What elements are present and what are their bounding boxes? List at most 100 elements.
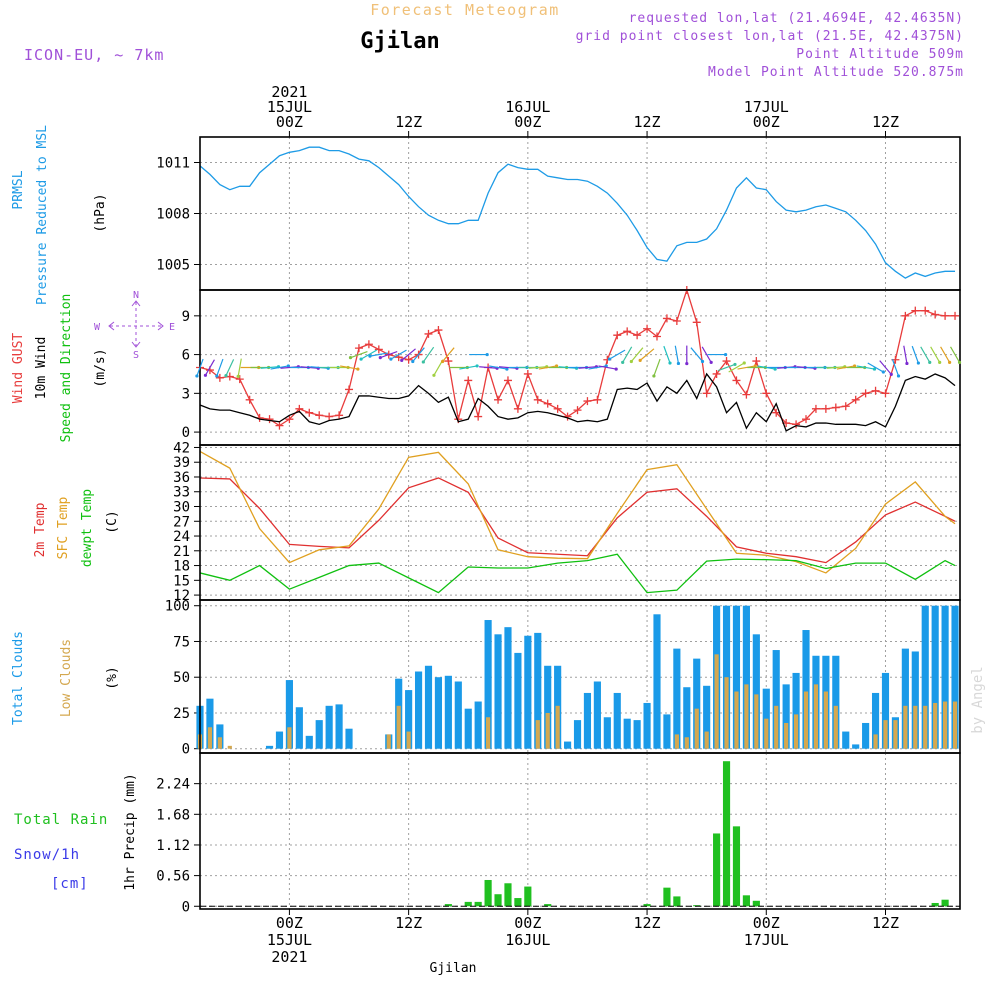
wind-arrow: [598, 365, 617, 370]
wind-arrow-head: [368, 354, 372, 358]
bar-total-clouds: [881, 672, 890, 749]
wind-arrow-head: [411, 359, 415, 364]
gust-point: [752, 357, 761, 366]
gust-point: [831, 403, 840, 412]
wind-arrow-head: [400, 358, 404, 362]
top-time-label: 12Z: [872, 113, 899, 131]
bar-total-clouds: [911, 651, 919, 749]
bar-low-clouds: [873, 734, 878, 749]
wind-arrow: [920, 346, 931, 363]
bar-low-clouds: [217, 737, 222, 749]
bar-total-rain: [713, 833, 721, 907]
wind-arrow-head: [700, 359, 705, 364]
chart-title: Gjilan: [360, 29, 439, 54]
wind-unit: (m/s): [93, 348, 108, 387]
bottom-time-label: 12Z: [395, 914, 422, 932]
gust-point: [881, 389, 890, 398]
chart-subtitle: Forecast Meteogram: [370, 1, 560, 19]
bar-total-clouds: [802, 630, 810, 749]
bar-low-clouds: [704, 731, 709, 749]
bottom-time-label: 12Z: [634, 914, 661, 932]
y-tick-label: 1008: [156, 207, 190, 223]
gust-point: [315, 411, 324, 420]
y-tick-label: 42: [173, 440, 190, 456]
bottom-time-label: 00Z: [753, 914, 780, 932]
gust-point: [543, 399, 552, 408]
gust-point: [444, 357, 453, 366]
gust-point: [265, 415, 274, 424]
bar-total-clouds: [405, 690, 413, 749]
gust-point: [573, 406, 582, 415]
wind-arrow: [826, 366, 845, 369]
series-line-prmsl: [199, 146, 956, 279]
bar-low-clouds: [406, 731, 411, 749]
bar-low-clouds: [784, 722, 789, 749]
y-tick-label: 0: [182, 899, 190, 915]
bar-total-clouds: [524, 635, 532, 749]
gust-point: [404, 355, 413, 364]
wind-arrow-head: [773, 367, 777, 371]
bar-total-clouds: [772, 650, 780, 749]
y-tick-label: 15: [173, 573, 190, 589]
bar-total-clouds: [921, 605, 929, 749]
wind-arrow-head: [668, 361, 672, 365]
wind-arrow-head: [485, 352, 489, 357]
wind-arrow: [903, 345, 908, 364]
wind-arrow: [940, 346, 951, 363]
bar-total-clouds: [842, 731, 850, 749]
wind-arrow: [412, 347, 425, 362]
gust-point: [951, 311, 960, 320]
bar-low-clouds: [287, 727, 292, 749]
bar-total-clouds: [345, 728, 353, 749]
gust-point: [464, 376, 473, 385]
wind-arrow-head: [753, 364, 757, 368]
pressure-label-2: Pressure Reduced to MSL: [35, 125, 50, 305]
bar-total-clouds: [862, 722, 870, 749]
y-tick-label: 2.24: [156, 777, 190, 793]
bar-total-rain: [544, 904, 552, 907]
wind-arrow: [622, 346, 633, 363]
y-tick-label: 12: [173, 588, 190, 604]
bar-low-clouds: [774, 705, 779, 749]
bar-total-clouds: [951, 605, 959, 749]
bar-total-rain: [941, 899, 949, 907]
gust-point: [503, 376, 512, 385]
bar-total-clouds: [931, 605, 939, 749]
gust-point: [553, 404, 562, 413]
wind-arrow: [879, 360, 892, 375]
wind-arrow: [836, 365, 855, 370]
wind-arrow: [479, 366, 498, 369]
gust-point: [941, 311, 950, 320]
bar-total-clouds: [544, 665, 552, 749]
wind-arrow-head: [853, 364, 857, 368]
bar-low-clouds: [694, 708, 699, 749]
wind-arrow-head: [389, 357, 393, 361]
wind-arrow: [639, 348, 655, 361]
bottom-time-label: 00Z: [514, 914, 541, 932]
gust-point: [921, 306, 930, 315]
bar-total-clouds: [792, 672, 800, 749]
gust-point: [692, 318, 701, 327]
bar-total-clouds: [484, 620, 492, 749]
bar-total-clouds: [703, 685, 711, 749]
bar-low-clouds: [754, 694, 759, 749]
wind-arrow-head: [236, 374, 240, 378]
wind-arrow: [701, 346, 712, 363]
wind-arrow-head: [421, 360, 425, 364]
credit-watermark: by Angel: [970, 666, 986, 733]
total-clouds-label: Total Clouds: [11, 631, 26, 725]
wind-arrow: [653, 358, 661, 377]
bar-total-clouds: [643, 702, 651, 749]
gust-point: [652, 332, 661, 341]
wind-arrow-head: [685, 361, 689, 366]
wind-arrow: [369, 352, 388, 357]
wind-arrow: [856, 365, 875, 370]
gust-point: [633, 331, 642, 340]
y-tick-label: 39: [173, 455, 190, 471]
gust-point: [513, 404, 522, 413]
y-tick-label: 25: [173, 706, 190, 722]
bar-total-rain: [514, 898, 522, 907]
gust-point: [911, 306, 920, 315]
gust-point: [811, 404, 820, 413]
top-time-label: 15JUL: [267, 98, 312, 116]
